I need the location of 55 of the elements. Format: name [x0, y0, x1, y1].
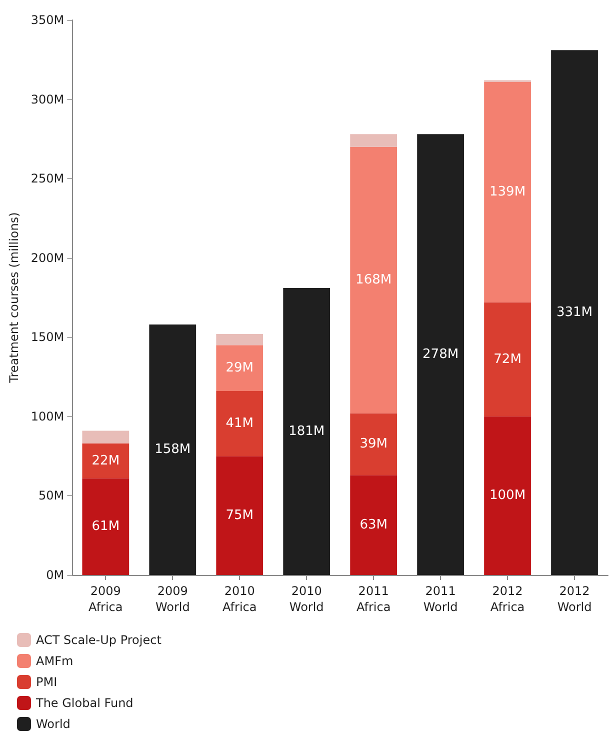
data-label: 39M — [360, 436, 388, 452]
y-tick-label: 350M — [30, 13, 64, 27]
bar — [350, 475, 398, 575]
y-tick-label: 150M — [30, 330, 64, 344]
y-tick-label: 100M — [30, 409, 64, 424]
bar — [82, 443, 130, 478]
data-label: 168M — [356, 272, 392, 288]
bar — [82, 478, 130, 575]
x-tick-label: 2009 World — [155, 584, 190, 614]
x-tick-label: 2010 Africa — [222, 584, 257, 614]
data-label: 41M — [226, 416, 254, 432]
data-label: 29M — [226, 360, 254, 376]
data-label: 181M — [288, 424, 325, 439]
x-tick-label: 2010 World — [289, 584, 324, 614]
bar — [484, 302, 531, 416]
bar — [149, 324, 196, 575]
bar — [216, 391, 264, 456]
legend-label: PMI — [36, 675, 58, 689]
bar — [484, 416, 531, 575]
x-tick-label: 2011 Africa — [356, 584, 391, 614]
bar — [216, 334, 264, 346]
bar — [350, 134, 398, 147]
data-label: 278M — [422, 347, 459, 362]
x-tick-label: 2012 World — [557, 584, 592, 614]
bar — [551, 50, 598, 575]
y-tick-label: 300M — [30, 92, 64, 106]
y-axis-title: Treatment courses (millions) — [7, 212, 21, 384]
bar — [216, 345, 264, 392]
data-label: 72M — [494, 352, 522, 367]
bar — [82, 430, 130, 444]
y-tick-label: 200M — [30, 250, 64, 265]
bar — [484, 82, 531, 302]
data-label: 100M — [490, 488, 526, 504]
bar — [283, 288, 330, 575]
data-label: 75M — [226, 508, 254, 524]
x-tick-label: 2012 Africa — [490, 584, 525, 614]
bar — [350, 413, 398, 476]
x-tick-label: 2011 World — [423, 584, 458, 614]
data-label: 158M — [154, 442, 191, 458]
data-label: 22M — [92, 453, 120, 468]
data-label: 139M — [490, 184, 526, 200]
legend-label: ACT Scale-Up Project — [36, 633, 162, 647]
data-label: 61M — [92, 519, 120, 534]
data-label: 331M — [556, 305, 593, 320]
x-tick-label: 2009 Africa — [88, 584, 123, 614]
y-tick-label: 50M — [38, 488, 64, 503]
legend-label: The Global Fund — [35, 696, 134, 710]
bar — [417, 134, 464, 575]
y-tick-label: 0M — [46, 568, 64, 582]
data-label: 63M — [360, 518, 388, 533]
y-tick-label: 250M — [30, 172, 64, 186]
legend-label: World — [36, 717, 70, 731]
bar — [216, 456, 264, 575]
legend-label: AMFm — [36, 654, 74, 668]
bar — [350, 146, 398, 414]
